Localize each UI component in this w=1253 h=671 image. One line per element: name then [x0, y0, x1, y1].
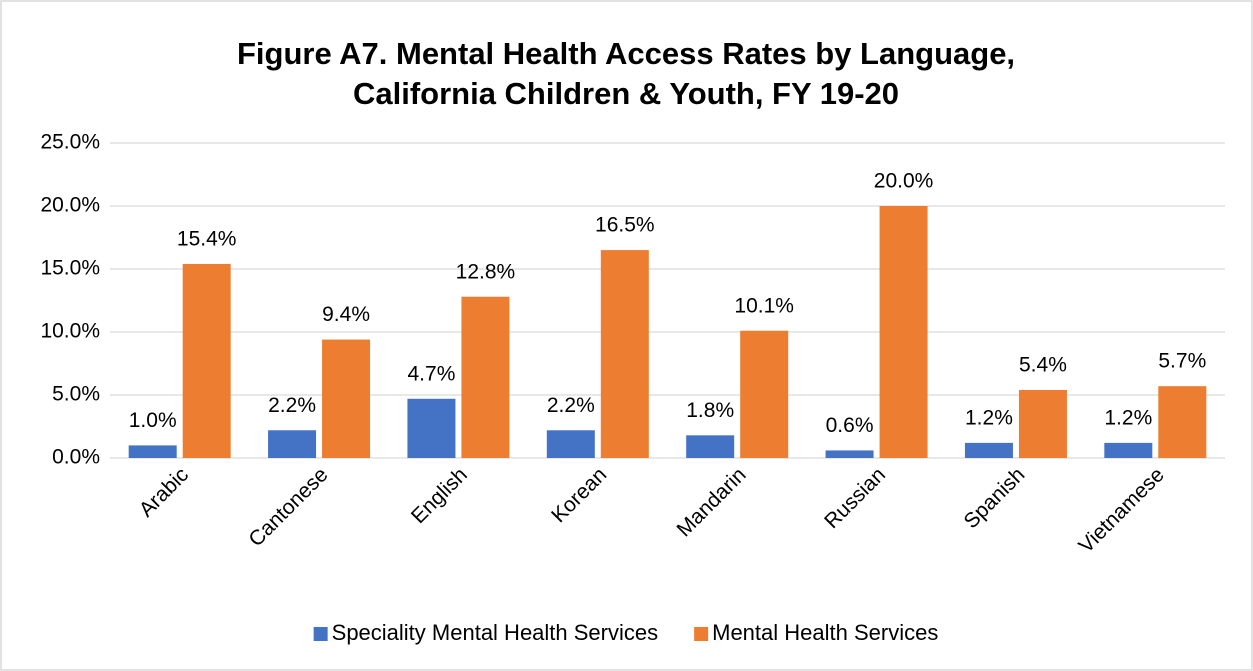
- y-tick-label: 20.0%: [40, 194, 100, 217]
- data-label: 2.2%: [547, 394, 595, 417]
- bar: [268, 430, 317, 458]
- data-label: 2.2%: [268, 394, 316, 417]
- bar: [322, 339, 371, 458]
- bar: [407, 398, 456, 458]
- data-label: 16.5%: [595, 214, 655, 237]
- chart-title: California Children & Youth, FY 19-20: [353, 76, 899, 111]
- bar: [825, 450, 874, 458]
- bar: [1158, 386, 1207, 458]
- y-tick-label: 10.0%: [40, 320, 100, 343]
- bar: [1104, 442, 1153, 458]
- data-label: 10.1%: [734, 294, 794, 317]
- data-label: 4.7%: [408, 362, 456, 385]
- data-label: 1.2%: [1104, 406, 1152, 429]
- bar: [740, 330, 789, 458]
- data-label: 15.4%: [177, 228, 237, 251]
- legend-swatch: [694, 627, 709, 641]
- y-tick-label: 15.0%: [40, 257, 100, 280]
- legend-swatch: [313, 627, 328, 641]
- data-label: 1.2%: [965, 406, 1013, 429]
- data-label: 20.0%: [874, 170, 934, 193]
- data-label: 5.7%: [1158, 350, 1206, 373]
- legend-label: Mental Health Services: [712, 620, 938, 645]
- bar: [686, 435, 735, 458]
- bar: [182, 263, 231, 458]
- data-label: 0.6%: [826, 414, 874, 437]
- bar: [546, 430, 595, 458]
- y-tick-label: 25.0%: [40, 131, 100, 154]
- y-tick-label: 5.0%: [52, 383, 100, 406]
- bar: [879, 206, 928, 458]
- data-label: 5.4%: [1019, 354, 1067, 377]
- data-label: 9.4%: [322, 303, 370, 326]
- bar: [600, 250, 649, 458]
- bar: [128, 445, 177, 458]
- data-label: 12.8%: [456, 260, 516, 283]
- data-label: 1.0%: [129, 409, 177, 432]
- legend-label: Speciality Mental Health Services: [332, 620, 658, 645]
- bar: [1018, 389, 1067, 458]
- data-label: 1.8%: [686, 399, 734, 422]
- bar: [461, 296, 510, 458]
- chart-title: Figure A7. Mental Health Access Rates by…: [237, 36, 1015, 71]
- bar: [964, 442, 1013, 458]
- y-tick-label: 0.0%: [52, 446, 100, 469]
